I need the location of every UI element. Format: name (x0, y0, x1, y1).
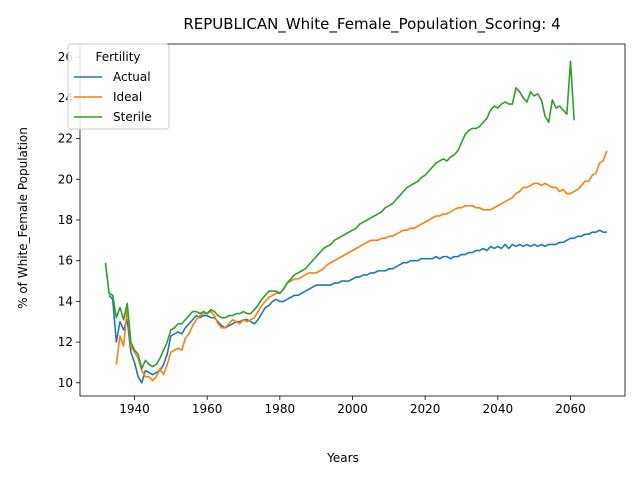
chart-title: REPUBLICAN_White_Female_Population_Scori… (183, 15, 560, 34)
y-tick-label: 22 (58, 132, 73, 146)
series-line-sterile (104, 60, 575, 370)
y-tick-label: 10 (58, 376, 73, 390)
plot-lines (104, 60, 608, 384)
x-tick-label: 2000 (337, 402, 368, 416)
y-tick-label: 18 (58, 213, 73, 227)
legend-label-actual: Actual (113, 70, 151, 84)
x-tick-label: 2020 (410, 402, 441, 416)
y-tick-label: 20 (58, 172, 73, 186)
y-axis-label: % of White_Female Population (16, 127, 30, 309)
x-tick-label: 1980 (265, 402, 296, 416)
x-tick-label: 2060 (555, 402, 586, 416)
y-tick-label: 16 (58, 254, 73, 268)
legend-label-ideal: Ideal (113, 90, 142, 104)
x-tick-label: 1960 (192, 402, 223, 416)
legend: Fertility Actual Ideal Sterile (67, 43, 170, 130)
x-axis: 1940 1960 1980 2000 2020 2040 2060 (119, 396, 586, 416)
x-axis-label: Years (326, 451, 359, 465)
legend-label-sterile: Sterile (113, 110, 152, 124)
legend-title: Fertility (95, 50, 140, 64)
y-tick-label: 12 (58, 335, 73, 349)
y-tick-label: 14 (58, 294, 73, 308)
series-line-ideal (115, 150, 608, 382)
x-tick-label: 2040 (483, 402, 514, 416)
series-line-actual (108, 229, 607, 384)
x-tick-label: 1940 (119, 402, 150, 416)
legend-box (67, 43, 170, 130)
legend-items: Actual Ideal Sterile (74, 70, 152, 124)
